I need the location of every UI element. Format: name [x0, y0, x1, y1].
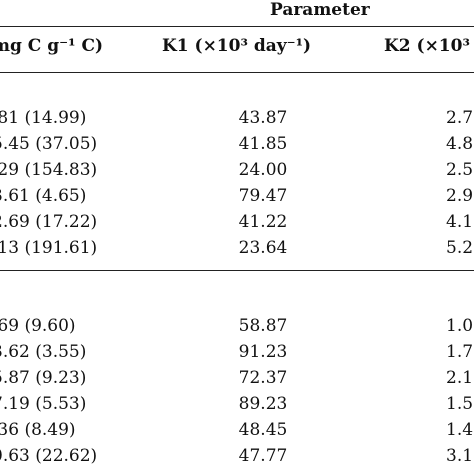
- table-row: 0.63 (22.62) 47.77 3.1: [0, 446, 474, 472]
- cell-k2: 1.5: [446, 394, 474, 414]
- table-row: 3.61 (4.65) 79.47 2.9: [0, 186, 474, 212]
- cell-k1: 47.77: [238, 446, 288, 466]
- cell-k1: 41.22: [238, 212, 288, 232]
- cell-k2: 4.8: [446, 134, 474, 154]
- cell-k2: 2.9: [446, 186, 474, 206]
- table-row: 5.87 (9.23) 72.37 2.1: [0, 368, 474, 394]
- cell-mg-c: .29 (154.83): [0, 160, 98, 180]
- cell-mg-c: 7.19 (5.53): [0, 394, 87, 414]
- cell-mg-c: .81 (14.99): [0, 108, 87, 128]
- cell-k2: 4.1: [446, 212, 474, 232]
- table-row: 7.19 (5.53) 89.23 1.5: [0, 394, 474, 420]
- cell-k1: 91.23: [238, 342, 288, 362]
- cell-k1: 48.45: [238, 420, 288, 440]
- cell-k1: 72.37: [238, 368, 288, 388]
- cell-mg-c: 5.45 (37.05): [0, 134, 98, 154]
- cell-mg-c: .69 (9.60): [0, 316, 76, 336]
- cell-k1: 43.87: [238, 108, 288, 128]
- cell-mg-c: .36 (8.49): [0, 420, 76, 440]
- table-row: .81 (14.99) 43.87 2.7: [0, 108, 474, 134]
- cell-mg-c: 3.62 (3.55): [0, 342, 87, 362]
- table-row: .69 (9.60) 58.87 1.0: [0, 316, 474, 342]
- cell-mg-c: 3.61 (4.65): [0, 186, 87, 206]
- table-row: 3.62 (3.55) 91.23 1.7: [0, 342, 474, 368]
- table-title: Parameter: [270, 0, 370, 20]
- cell-k1: 24.00: [238, 160, 288, 180]
- header-rule: [0, 26, 474, 27]
- cell-k1: 23.64: [238, 238, 288, 258]
- table-row: 5.45 (37.05) 41.85 4.8: [0, 134, 474, 160]
- cell-k1: 89.23: [238, 394, 288, 414]
- cell-mg-c: .13 (191.61): [0, 238, 98, 258]
- group-separator-rule: [0, 270, 474, 271]
- cell-k1: 41.85: [238, 134, 288, 154]
- col-header-k2: K2 (×10³: [384, 36, 470, 56]
- cell-k2: 1.4: [446, 420, 474, 440]
- table-row: .13 (191.61) 23.64 5.2: [0, 238, 474, 264]
- col-header-mg-c: mg C g⁻¹ C): [0, 36, 104, 56]
- cell-k1: 58.87: [238, 316, 288, 336]
- cell-k2: 2.5: [446, 160, 474, 180]
- cell-k2: 3.1: [446, 446, 474, 466]
- cell-k2: 2.1: [446, 368, 474, 388]
- cell-mg-c: 5.87 (9.23): [0, 368, 87, 388]
- header-bottom-rule: [0, 72, 474, 73]
- table-row: .36 (8.49) 48.45 1.4: [0, 420, 474, 446]
- table-row: .29 (154.83) 24.00 2.5: [0, 160, 474, 186]
- col-header-k1: K1 (×10³ day⁻¹): [162, 36, 312, 56]
- cell-k2: 1.0: [446, 316, 474, 336]
- table-row: 2.69 (17.22) 41.22 4.1: [0, 212, 474, 238]
- cell-k2: 2.7: [446, 108, 474, 128]
- cell-k2: 5.2: [446, 238, 474, 258]
- cell-k1: 79.47: [238, 186, 288, 206]
- cell-mg-c: 2.69 (17.22): [0, 212, 98, 232]
- cell-k2: 1.7: [446, 342, 474, 362]
- cell-mg-c: 0.63 (22.62): [0, 446, 98, 466]
